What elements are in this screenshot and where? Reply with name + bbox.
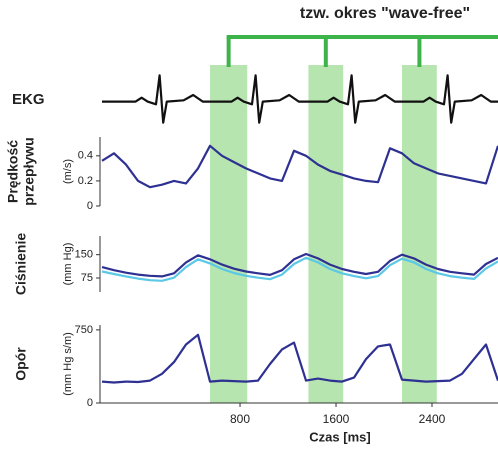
- wave-free-band: [308, 65, 344, 403]
- y-tick-label: 0.2: [78, 175, 93, 187]
- axis-unit: (mm Hg s/m): [62, 332, 74, 396]
- x-tick-label: 1600: [323, 412, 350, 426]
- annotation: tzw. okres "wave-free": [300, 5, 470, 22]
- y-tick-label: 750: [75, 324, 93, 336]
- wave-free-band: [210, 65, 248, 403]
- y-tick-label: 0: [87, 397, 93, 409]
- panel-label: Prędkość: [5, 140, 21, 203]
- panel-label: EKG: [12, 91, 45, 108]
- x-tick-label: 800: [230, 412, 250, 426]
- data-line: [101, 252, 498, 278]
- wave-free-band: [402, 65, 437, 403]
- panel-label: przepływu: [21, 137, 37, 205]
- y-tick-label: 150: [75, 249, 93, 261]
- x-tick-label: 2400: [419, 412, 446, 426]
- data-line: [102, 74, 498, 124]
- data-line: [101, 333, 498, 384]
- y-tick-label: 75: [81, 272, 93, 284]
- y-tick-label: 0: [87, 200, 93, 212]
- panel-label: Opór: [13, 347, 29, 381]
- data-line: [101, 256, 498, 282]
- axis-unit: (m/s): [62, 159, 74, 184]
- axis-unit: (mm Hg): [62, 243, 74, 286]
- x-axis-title: Czas [ms]: [309, 429, 370, 444]
- panel-label: Ciśnienie: [13, 233, 29, 295]
- y-tick-label: 0.4: [78, 150, 93, 162]
- data-line: [101, 144, 498, 189]
